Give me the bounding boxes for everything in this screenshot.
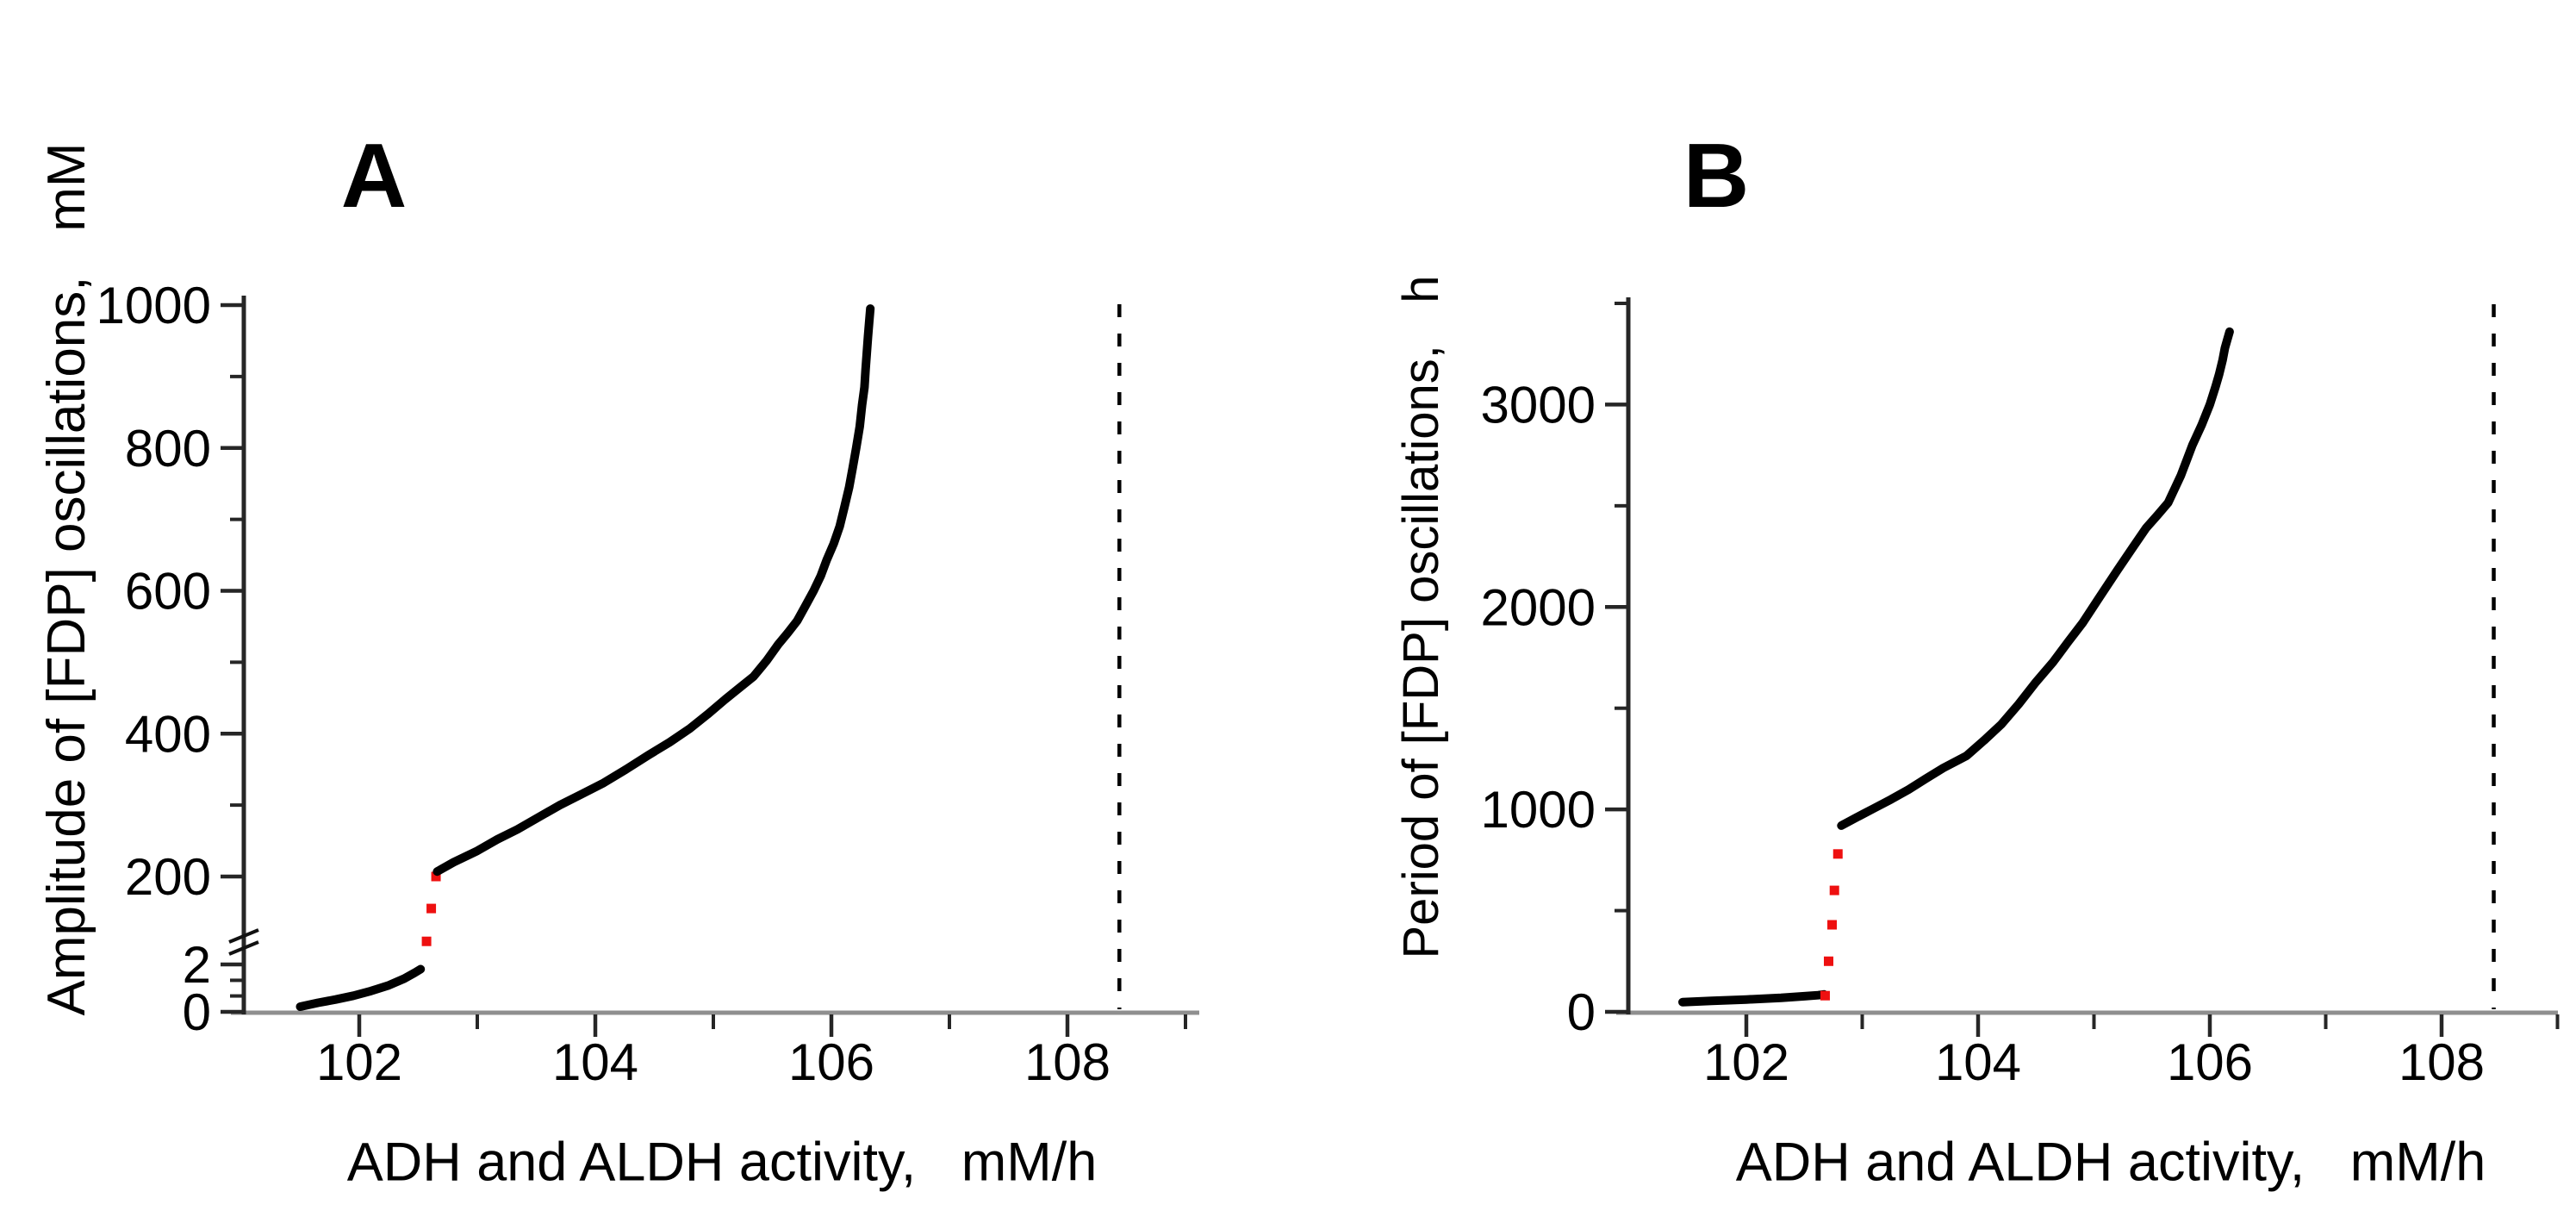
unstable-point — [431, 871, 441, 882]
y-tick-label: 600 — [125, 563, 211, 621]
y-tick-label: 1000 — [96, 277, 211, 334]
x-tick-label: 108 — [1024, 1033, 1111, 1091]
y-axis-break-mark — [228, 928, 259, 944]
x-tick-label: 104 — [1935, 1033, 2021, 1091]
y-tick-label: 800 — [125, 420, 211, 477]
stable-lower-branch-curve — [1678, 989, 1829, 1007]
panel-b-x-axis-title: ADH and ALDH activity, mM/h — [1735, 1132, 2486, 1193]
panel-a-x-axis-title: ADH and ALDH activity, mM/h — [346, 1132, 1098, 1193]
x-tick-label: 106 — [788, 1033, 874, 1091]
panel-a-letter: A — [340, 125, 408, 227]
x-tick-label: 108 — [2399, 1033, 2485, 1091]
unstable-point — [1820, 990, 1830, 1001]
y-tick-label: 2 — [183, 936, 211, 994]
x-tick-label: 102 — [1703, 1033, 1789, 1091]
panel-a-y-axis-title: Amplitude of [FDP] oscillations, mM — [37, 142, 96, 1016]
panel-b: 102 104 106 108 0 1000 2000 3000 — [1481, 297, 2560, 1091]
unstable-point — [1832, 849, 1843, 859]
x-tick-label: 102 — [316, 1033, 402, 1091]
panel-b-y-axis-title: Period of [FDP] oscillations, h — [1393, 275, 1449, 959]
unstable-point — [1829, 885, 1839, 895]
y-tick-label: 3000 — [1481, 376, 1596, 434]
unstable-point — [1827, 920, 1838, 930]
panel-a: 102 104 106 108 02 200 400 600 800 1000 — [96, 277, 1199, 1091]
y-tick-label: 0 — [1567, 983, 1596, 1041]
y-axis-break-mark — [228, 940, 259, 956]
stable-upper-branch-curve — [1837, 327, 2234, 830]
y-tick-label: 0 — [183, 983, 211, 1041]
y-tick-label: 400 — [125, 705, 211, 763]
y-tick-label: 200 — [125, 848, 211, 906]
x-tick-label: 106 — [2167, 1033, 2253, 1091]
y-tick-label: 2000 — [1481, 578, 1596, 636]
unstable-point — [426, 903, 437, 914]
y-tick-label: 1000 — [1481, 781, 1596, 839]
panel-b-letter: B — [1683, 125, 1750, 227]
stable-upper-branch-curve — [432, 304, 875, 877]
unstable-point — [421, 936, 432, 946]
unstable-point — [1823, 956, 1833, 966]
stable-lower-branch-curve — [296, 964, 426, 1011]
x-tick-label: 104 — [552, 1033, 638, 1091]
